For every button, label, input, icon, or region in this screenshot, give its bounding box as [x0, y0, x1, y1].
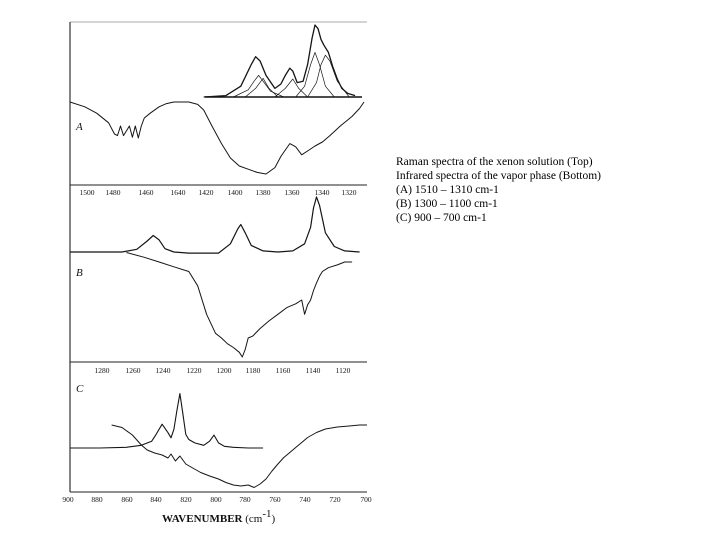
figure-caption: Raman spectra of the xenon solution (Top… — [396, 155, 601, 225]
tick-c-720: 720 — [329, 495, 341, 504]
caption-line-a: (A) 1510 – 1310 cm-1 — [396, 184, 499, 196]
tick-c-780: 780 — [239, 495, 251, 504]
caption-line-c: (C) 900 – 700 cm-1 — [396, 212, 487, 224]
panel-c-series-1 — [70, 393, 264, 449]
x-axis-title: WAVENUMBER (cm-1) — [162, 508, 276, 525]
panel-a-ticks: 1500 1480 1460 1640 1420 1400 1380 1360 … — [80, 188, 357, 197]
panel-a-series-3 — [244, 77, 279, 98]
tick-b-1220: 1220 — [187, 366, 202, 375]
caption-line-raman: Raman spectra of the xenon solution (Top… — [396, 156, 593, 168]
caption-line-b: (B) 1300 – 1100 cm-1 — [396, 198, 498, 210]
tick-a-1360: 1360 — [285, 188, 300, 197]
tick-b-1260: 1260 — [126, 366, 141, 375]
panel-a-series-5 — [295, 52, 335, 98]
tick-c-740: 740 — [299, 495, 311, 504]
panel-a-series-6 — [307, 54, 350, 98]
panel-c-series-2 — [111, 424, 367, 488]
tick-c-880: 880 — [91, 495, 103, 504]
panel-a-series-1 — [203, 24, 356, 98]
tick-b-1280: 1280 — [95, 366, 110, 375]
tick-a-1340: 1340 — [315, 188, 330, 197]
tick-c-700: 700 — [360, 495, 372, 504]
panel-b-series-1 — [70, 196, 360, 254]
tick-b-1120: 1120 — [336, 366, 351, 375]
panel-label-b: B — [76, 267, 83, 279]
tick-a-1380: 1380 — [256, 188, 271, 197]
panel-c-ticks: 900 880 860 840 820 800 780 760 740 720 … — [62, 495, 372, 504]
tick-a-1420: 1420 — [199, 188, 214, 197]
tick-a-1460: 1460 — [139, 188, 154, 197]
tick-c-900: 900 — [62, 495, 74, 504]
panel-b-series-2 — [126, 252, 353, 358]
panel-label-c: C — [76, 383, 84, 395]
panel-b-ticks: 1280 1260 1240 1220 1200 1180 1160 1140 … — [95, 366, 351, 375]
tick-b-1160: 1160 — [276, 366, 291, 375]
tick-a-1400: 1400 — [228, 188, 243, 197]
tick-b-1200: 1200 — [217, 366, 232, 375]
tick-c-760: 760 — [269, 495, 281, 504]
panel-a-series-2 — [233, 75, 284, 98]
caption-line-infrared: Infrared spectra of the vapor phase (Bot… — [396, 170, 602, 182]
tick-b-1180: 1180 — [246, 366, 261, 375]
panel-a-series-4 — [274, 78, 308, 98]
tick-c-840: 840 — [150, 495, 162, 504]
tick-b-1140: 1140 — [306, 366, 321, 375]
tick-a-1640: 1640 — [171, 188, 186, 197]
spectra-traces — [69, 24, 367, 488]
panel-a-series-7 — [69, 101, 365, 175]
tick-c-800: 800 — [210, 495, 222, 504]
panel-label-a: A — [75, 121, 83, 133]
tick-a-1500: 1500 — [80, 188, 95, 197]
tick-b-1240: 1240 — [156, 366, 171, 375]
tick-c-860: 860 — [121, 495, 133, 504]
tick-c-820: 820 — [180, 495, 192, 504]
tick-a-1320: 1320 — [342, 188, 357, 197]
tick-a-1480: 1480 — [106, 188, 121, 197]
